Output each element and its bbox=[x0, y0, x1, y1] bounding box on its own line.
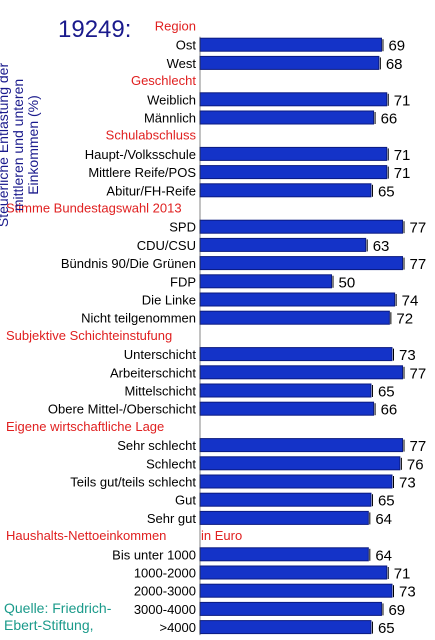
value-label: 71 bbox=[394, 165, 411, 182]
value-label: 69 bbox=[388, 602, 405, 619]
category-label: Mittelschicht bbox=[124, 384, 196, 399]
category-label: Arbeiterschicht bbox=[110, 365, 196, 380]
bar bbox=[199, 146, 388, 161]
bar bbox=[199, 547, 369, 562]
group-title: Eigene wirtschaftliche Lage bbox=[6, 419, 164, 434]
category-label: Gut bbox=[175, 493, 196, 508]
category-label: FDP bbox=[170, 274, 196, 289]
bar bbox=[199, 383, 372, 398]
value-label: 50 bbox=[339, 274, 356, 291]
value-label: 71 bbox=[394, 566, 411, 583]
value-label: 76 bbox=[407, 456, 424, 473]
bar bbox=[199, 347, 393, 362]
category-label: 3000-4000 bbox=[134, 602, 196, 617]
category-label: Nicht teilgenommen bbox=[81, 311, 196, 326]
bar bbox=[199, 583, 393, 598]
bar bbox=[199, 601, 382, 616]
category-label: West bbox=[167, 56, 197, 71]
value-label: 65 bbox=[378, 183, 395, 200]
category-label: Ost bbox=[176, 38, 197, 53]
value-label: 64 bbox=[375, 547, 392, 564]
category-label: Schlecht bbox=[146, 456, 196, 471]
category-label: Weiblich bbox=[147, 92, 196, 107]
value-label: 73 bbox=[399, 475, 416, 492]
bar bbox=[199, 310, 390, 325]
bar bbox=[199, 37, 382, 52]
group-title: Stimme Bundestagswahl 2013 bbox=[6, 201, 182, 216]
category-label: Sehr gut bbox=[147, 511, 197, 526]
value-label: 65 bbox=[378, 620, 395, 637]
bar bbox=[199, 401, 375, 416]
value-label: 73 bbox=[399, 347, 416, 364]
category-label: Unterschicht bbox=[124, 347, 197, 362]
bar bbox=[199, 456, 401, 471]
bar bbox=[199, 237, 367, 252]
group-title-suffix: in Euro bbox=[201, 528, 242, 543]
group-title: Subjektive Schichteinstufung bbox=[6, 328, 172, 343]
value-label: 73 bbox=[399, 584, 416, 601]
bar bbox=[199, 620, 372, 635]
bar bbox=[199, 183, 372, 198]
source-note: Quelle: Friedrich-Ebert-Stiftung, bbox=[4, 600, 112, 633]
bar bbox=[199, 438, 404, 453]
category-label: Die Linke bbox=[142, 293, 196, 308]
category-label: >4000 bbox=[159, 620, 196, 635]
value-label: 66 bbox=[381, 402, 398, 419]
bar bbox=[199, 474, 393, 489]
bar bbox=[199, 365, 404, 380]
category-label: Männlich bbox=[144, 111, 196, 126]
bar bbox=[199, 256, 404, 271]
value-label: 71 bbox=[394, 147, 411, 164]
value-label: 69 bbox=[388, 38, 405, 55]
category-label: Haupt-/Volksschule bbox=[85, 147, 196, 162]
value-label: 74 bbox=[402, 293, 419, 310]
bar bbox=[199, 219, 404, 234]
category-label: 1000-2000 bbox=[134, 566, 196, 581]
value-label: 68 bbox=[386, 56, 403, 73]
value-label: 77 bbox=[410, 438, 427, 455]
value-label: 77 bbox=[410, 220, 427, 237]
category-label: CDU/CSU bbox=[137, 238, 196, 253]
bar bbox=[199, 510, 369, 525]
bar bbox=[199, 55, 380, 70]
category-label: SPD bbox=[169, 220, 196, 235]
category-label: Obere Mittel-/Oberschicht bbox=[48, 402, 196, 417]
chart-id-label: 19249: bbox=[58, 16, 132, 43]
category-label: Mittlere Reife/POS bbox=[88, 165, 196, 180]
category-label: Bündnis 90/Die Grünen bbox=[61, 256, 196, 271]
category-label: Abitur/FH-Reife bbox=[106, 183, 196, 198]
group-title: Haushalts-Nettoeinkommen bbox=[6, 528, 166, 543]
value-label: 77 bbox=[410, 256, 427, 273]
value-label: 63 bbox=[373, 238, 390, 255]
bar bbox=[199, 92, 388, 107]
value-label: 65 bbox=[378, 384, 395, 401]
value-label: 64 bbox=[375, 511, 392, 528]
bar bbox=[199, 165, 388, 180]
group-title: Geschlecht bbox=[131, 73, 196, 88]
bar bbox=[199, 565, 388, 580]
bar bbox=[199, 274, 332, 289]
y-axis-label: Steuerliche Entlastung der mittleren und… bbox=[0, 62, 41, 228]
category-label: Teils gut/teils schlecht bbox=[70, 475, 196, 490]
category-label: Bis unter 1000 bbox=[112, 547, 196, 562]
value-label: 77 bbox=[410, 365, 427, 382]
category-label: Sehr schlecht bbox=[117, 438, 196, 453]
value-label: 71 bbox=[394, 92, 411, 109]
bar bbox=[199, 292, 396, 307]
value-label: 72 bbox=[396, 311, 413, 328]
value-label: 66 bbox=[381, 111, 398, 128]
group-title: Schulabschluss bbox=[106, 128, 197, 143]
category-label: 2000-3000 bbox=[134, 584, 196, 599]
bar bbox=[199, 492, 372, 507]
value-label: 65 bbox=[378, 493, 395, 510]
group-title: Region bbox=[155, 19, 196, 34]
bar bbox=[199, 110, 375, 125]
